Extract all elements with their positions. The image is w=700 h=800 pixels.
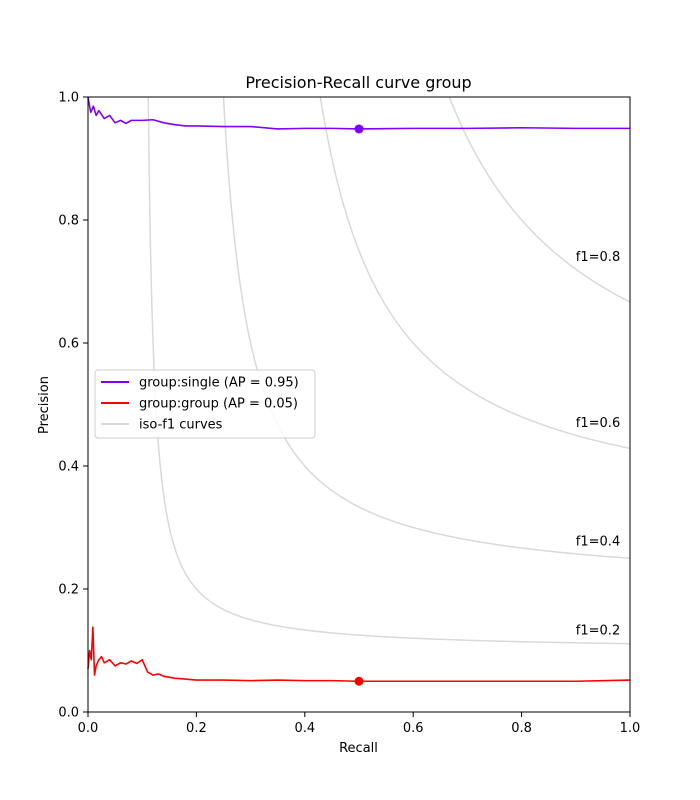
iso-f1-curve: [448, 96, 631, 303]
iso-f1-curve: [319, 96, 631, 450]
x-tick-label: 0.4: [294, 721, 315, 736]
x-tick-label: 0.2: [186, 721, 207, 736]
iso-f1-curves: f1=0.2 f1=0.4 f1=0.6 f1=0.8: [147, 96, 631, 645]
plot-area-frame: [87, 96, 631, 713]
y-tick-label: 0.6: [58, 337, 79, 352]
iso-f1-label: f1=0.4: [576, 535, 620, 550]
iso-f1-label: f1=0.8: [576, 250, 620, 265]
y-axis-label: Precision: [37, 376, 52, 434]
y-tick-label: 0.0: [58, 706, 79, 721]
chart-title: Precision-Recall curve group: [245, 73, 471, 92]
x-axis-ticks: 0.0 0.2 0.4 0.6 0.8 1.0: [78, 712, 641, 736]
series-line: [87, 96, 630, 130]
x-tick-label: 0.6: [403, 721, 424, 736]
legend-entry-label: group:group (AP = 0.05): [139, 397, 298, 412]
x-tick-label: 0.8: [511, 721, 532, 736]
x-axis-label: Recall: [339, 741, 378, 756]
legend-box: [94, 369, 316, 439]
iso-f1-curve: [147, 96, 631, 645]
series-line: [87, 626, 631, 683]
iso-f1-label: f1=0.2: [576, 624, 620, 639]
iso-f1-label: f1=0.6: [576, 416, 620, 431]
y-tick-label: 0.2: [58, 583, 79, 598]
y-tick-label: 1.0: [58, 91, 79, 106]
y-tick-label: 0.8: [58, 214, 79, 229]
legend: group:single (AP = 0.95) group:group (AP …: [94, 369, 316, 439]
x-tick-label: 0.0: [78, 721, 99, 736]
x-tick-label: 1.0: [620, 721, 641, 736]
series-marker-point: [354, 124, 364, 134]
legend-entry-label: group:single (AP = 0.95): [139, 376, 299, 391]
series-marker-point: [354, 676, 364, 686]
series-layer: [87, 96, 631, 686]
legend-entry-label: iso-f1 curves: [139, 418, 223, 433]
y-tick-label: 0.4: [58, 460, 79, 475]
y-axis-ticks: 0.0 0.2 0.4 0.6 0.8 1.0: [58, 91, 88, 721]
iso-f1-curve: [222, 96, 631, 559]
